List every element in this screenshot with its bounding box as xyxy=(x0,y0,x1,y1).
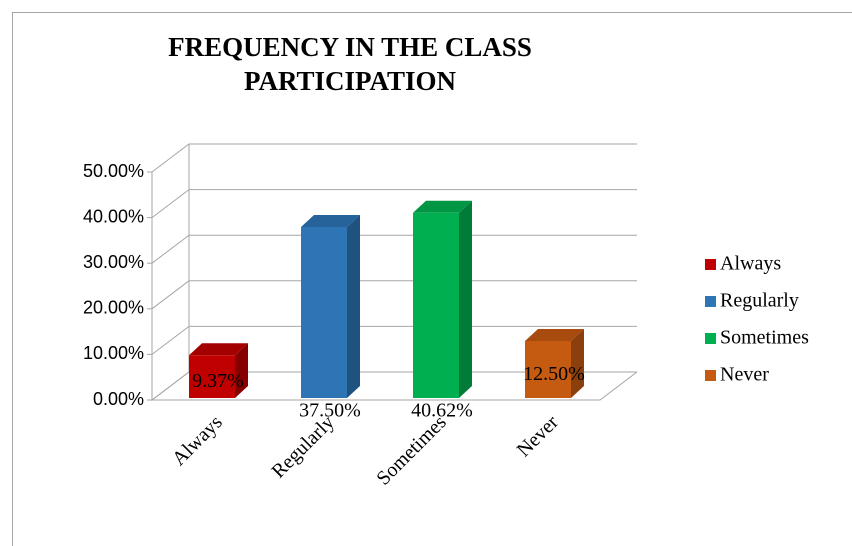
legend-swatch xyxy=(705,370,716,381)
chart-title: FREQUENCY IN THE CLASS PARTICIPATION xyxy=(168,32,532,96)
y-tick-label: 40.00% xyxy=(83,206,144,226)
y-tick-label: 20.00% xyxy=(83,298,144,318)
bar-top xyxy=(301,215,360,227)
bar-side xyxy=(571,329,584,398)
y-tick-label: 10.00% xyxy=(83,343,144,363)
bar-top xyxy=(189,343,248,356)
y-tick-label: 50.00% xyxy=(83,161,144,181)
bar-top xyxy=(525,329,584,341)
bar xyxy=(525,341,571,398)
x-tick-label: Never xyxy=(513,411,563,461)
data-label: 40.62% xyxy=(411,400,473,422)
x-tick-label: Regularly xyxy=(267,411,338,482)
bar-side xyxy=(347,215,360,398)
grid-line xyxy=(151,189,637,218)
bar xyxy=(301,227,347,398)
grid-line xyxy=(151,325,637,355)
grid-line xyxy=(151,143,637,173)
legend-swatch xyxy=(705,296,716,307)
legend-label: Sometimes xyxy=(720,327,809,349)
legend-label: Never xyxy=(720,364,769,386)
bar-top xyxy=(413,200,472,213)
floor xyxy=(152,371,638,401)
legend-swatch xyxy=(705,333,716,344)
left-wall xyxy=(151,144,190,402)
legend-swatch xyxy=(705,259,716,270)
data-label: 37.50% xyxy=(299,400,361,422)
bar xyxy=(189,355,235,398)
y-tick-label: 0.00% xyxy=(93,389,144,409)
chart-frame xyxy=(12,12,852,546)
bar xyxy=(413,212,459,398)
bar-side xyxy=(459,200,472,398)
grid-line xyxy=(151,280,637,310)
legend-label: Always xyxy=(720,253,781,275)
x-tick-label: Always xyxy=(168,411,227,470)
x-tick-label: Sometimes xyxy=(372,411,451,490)
data-label: 12.50% xyxy=(523,363,585,385)
legend-label: Regularly xyxy=(720,290,799,312)
y-tick-label: 30.00% xyxy=(83,252,144,272)
grid-line xyxy=(151,234,637,264)
bar-side xyxy=(235,343,248,398)
data-label: 9.37% xyxy=(192,370,244,392)
